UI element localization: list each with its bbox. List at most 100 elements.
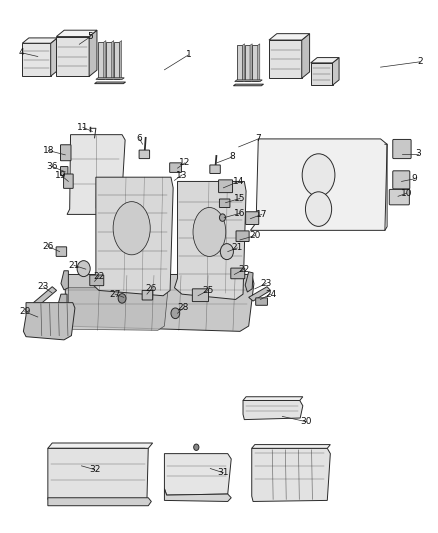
- Polygon shape: [99, 42, 104, 79]
- Polygon shape: [48, 448, 148, 499]
- Polygon shape: [67, 135, 125, 214]
- FancyBboxPatch shape: [142, 290, 152, 300]
- Polygon shape: [106, 42, 112, 79]
- Text: 8: 8: [229, 152, 235, 161]
- Text: 1: 1: [186, 51, 191, 59]
- Text: 30: 30: [300, 417, 312, 426]
- Text: 24: 24: [265, 289, 276, 298]
- Ellipse shape: [113, 201, 150, 255]
- FancyBboxPatch shape: [246, 212, 259, 224]
- Polygon shape: [22, 43, 51, 76]
- Polygon shape: [250, 44, 252, 82]
- Polygon shape: [51, 38, 57, 76]
- Text: 12: 12: [179, 158, 191, 167]
- FancyBboxPatch shape: [56, 247, 67, 256]
- FancyBboxPatch shape: [219, 199, 230, 207]
- Circle shape: [77, 261, 90, 277]
- Text: 9: 9: [412, 174, 417, 183]
- Text: 17: 17: [256, 210, 268, 219]
- FancyBboxPatch shape: [64, 174, 73, 188]
- Text: 14: 14: [233, 177, 244, 186]
- Text: 2: 2: [417, 58, 423, 66]
- Polygon shape: [164, 454, 231, 495]
- Text: 4: 4: [19, 49, 25, 57]
- Polygon shape: [61, 271, 68, 290]
- Circle shape: [194, 444, 199, 450]
- FancyBboxPatch shape: [231, 268, 245, 279]
- Text: 11: 11: [77, 123, 88, 132]
- Text: 32: 32: [89, 465, 100, 474]
- Polygon shape: [243, 400, 303, 419]
- Text: 31: 31: [218, 469, 229, 477]
- Polygon shape: [57, 294, 67, 313]
- Text: 26: 26: [146, 284, 157, 293]
- Polygon shape: [311, 63, 332, 85]
- Polygon shape: [233, 84, 264, 86]
- FancyBboxPatch shape: [389, 189, 410, 205]
- Polygon shape: [243, 397, 303, 400]
- Circle shape: [219, 214, 226, 221]
- Polygon shape: [252, 45, 258, 82]
- FancyBboxPatch shape: [60, 145, 71, 161]
- Polygon shape: [235, 80, 262, 82]
- Circle shape: [220, 244, 233, 260]
- Polygon shape: [251, 139, 387, 230]
- Polygon shape: [237, 45, 242, 82]
- Text: 3: 3: [415, 149, 420, 158]
- Text: 25: 25: [202, 286, 214, 295]
- Polygon shape: [95, 82, 126, 84]
- Text: 26: 26: [42, 242, 53, 251]
- Polygon shape: [60, 274, 254, 332]
- Text: 21: 21: [232, 244, 243, 253]
- Text: 22: 22: [239, 265, 250, 273]
- Circle shape: [118, 294, 126, 303]
- Polygon shape: [174, 181, 246, 300]
- Circle shape: [171, 308, 180, 319]
- Polygon shape: [249, 287, 271, 301]
- Text: 19: 19: [55, 171, 67, 180]
- Text: 13: 13: [176, 171, 187, 180]
- Polygon shape: [120, 41, 122, 79]
- Text: 20: 20: [249, 231, 261, 240]
- Text: 5: 5: [87, 33, 93, 42]
- Polygon shape: [112, 41, 114, 79]
- FancyBboxPatch shape: [393, 140, 411, 159]
- Polygon shape: [258, 44, 260, 82]
- Polygon shape: [311, 58, 339, 63]
- FancyBboxPatch shape: [236, 231, 249, 241]
- Text: 36: 36: [46, 162, 58, 171]
- FancyBboxPatch shape: [210, 165, 220, 173]
- Polygon shape: [245, 45, 250, 82]
- Polygon shape: [269, 34, 310, 40]
- Ellipse shape: [305, 192, 332, 227]
- Polygon shape: [57, 30, 97, 37]
- Polygon shape: [245, 272, 253, 292]
- FancyBboxPatch shape: [170, 163, 181, 172]
- Text: 15: 15: [234, 194, 246, 203]
- Polygon shape: [114, 42, 120, 79]
- FancyBboxPatch shape: [256, 298, 268, 305]
- Text: 16: 16: [234, 209, 246, 218]
- Polygon shape: [23, 303, 75, 340]
- Text: 23: 23: [38, 282, 49, 291]
- FancyBboxPatch shape: [90, 275, 104, 286]
- Polygon shape: [57, 37, 89, 76]
- Polygon shape: [104, 41, 106, 79]
- Text: 6: 6: [137, 134, 142, 143]
- Polygon shape: [242, 44, 244, 82]
- Text: 29: 29: [19, 307, 30, 316]
- Text: 22: 22: [93, 272, 105, 280]
- FancyBboxPatch shape: [60, 166, 68, 175]
- Text: 7: 7: [255, 134, 261, 143]
- Polygon shape: [33, 287, 57, 306]
- Polygon shape: [96, 78, 124, 79]
- Ellipse shape: [193, 207, 226, 256]
- Polygon shape: [302, 34, 310, 78]
- Polygon shape: [269, 40, 302, 78]
- Text: 23: 23: [261, 279, 272, 288]
- Text: 18: 18: [43, 146, 54, 155]
- FancyBboxPatch shape: [192, 289, 208, 302]
- Polygon shape: [92, 177, 173, 296]
- Polygon shape: [164, 489, 231, 502]
- FancyBboxPatch shape: [219, 180, 233, 192]
